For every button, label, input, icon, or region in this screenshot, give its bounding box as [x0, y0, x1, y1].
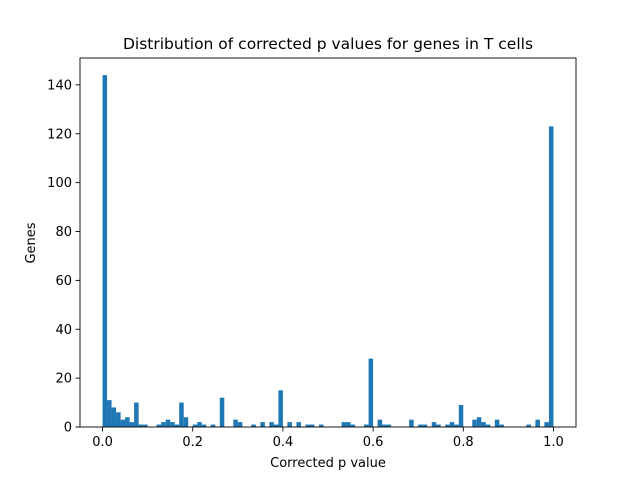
histogram-bar — [116, 412, 121, 427]
histogram-bar — [472, 419, 477, 427]
histogram-bar — [418, 424, 423, 427]
histogram-bar — [251, 424, 256, 427]
x-tick-label: 1.0 — [543, 435, 564, 450]
histogram-bar — [278, 390, 283, 427]
histogram-bar — [481, 422, 486, 427]
histogram-bar — [499, 424, 504, 427]
x-axis-title: Corrected p value — [270, 456, 386, 471]
histogram-bar — [548, 126, 554, 428]
histogram-bar — [134, 402, 139, 427]
histogram-bar — [422, 424, 428, 427]
histogram-bar — [269, 422, 274, 427]
histogram-bar — [476, 417, 482, 427]
x-tick-label: 0.4 — [273, 435, 294, 450]
histogram-bar — [458, 405, 464, 427]
histogram-bar — [386, 424, 392, 427]
histogram-bar — [210, 424, 216, 427]
histogram-bar — [197, 422, 202, 427]
x-axis-ticks: 0.0 0.2 0.4 0.6 0.8 1.0 — [92, 427, 564, 450]
y-axis-ticks: 0 20 40 60 80 100 120 140 — [47, 78, 80, 436]
histogram-bar — [287, 422, 292, 427]
histogram-bar — [368, 358, 374, 427]
histogram-bar — [120, 419, 126, 427]
chart-title: Distribution of corrected p values for g… — [123, 35, 533, 53]
histogram-bar — [341, 422, 347, 427]
histogram-bar — [201, 424, 207, 427]
histogram-bar — [165, 419, 171, 427]
histogram-bar — [382, 424, 387, 427]
histogram-bar — [111, 407, 117, 427]
histogram-bar — [454, 424, 459, 427]
histogram-bar — [305, 424, 310, 427]
x-tick-label: 0.6 — [363, 435, 384, 450]
y-tick-label: 20 — [55, 372, 72, 387]
histogram-bar — [494, 419, 500, 427]
histogram-bar — [526, 424, 531, 427]
y-axis-title: Genes — [24, 222, 39, 263]
histogram-bar — [364, 424, 369, 427]
y-tick-label: 120 — [47, 127, 72, 142]
histogram-bar — [485, 424, 491, 427]
histogram-bar — [129, 422, 135, 427]
histogram-bar — [183, 417, 189, 427]
histogram-bar — [161, 422, 166, 427]
histogram-bar — [377, 419, 383, 427]
histogram-bar — [237, 422, 243, 427]
histogram-bar — [138, 424, 144, 427]
histogram-bar — [436, 424, 441, 427]
histogram-bar — [273, 424, 279, 427]
histogram-bar — [179, 402, 184, 427]
plot-frame — [79, 57, 577, 428]
histogram-bar — [143, 424, 148, 427]
histogram-bar — [431, 422, 437, 427]
y-tick-label: 100 — [47, 176, 72, 191]
y-tick-label: 80 — [55, 225, 72, 240]
histogram-bar — [296, 422, 301, 427]
histogram-bar — [219, 397, 225, 427]
histogram-bar — [125, 417, 130, 427]
histogram-bar — [346, 422, 351, 427]
histogram-bar — [260, 422, 265, 427]
histogram-bar — [445, 424, 450, 427]
histogram-bar — [170, 422, 175, 427]
x-tick-label: 0.0 — [92, 435, 113, 450]
histogram-bar — [174, 424, 180, 427]
histogram-bar — [233, 419, 238, 427]
histogram-bar — [449, 422, 455, 427]
histogram-bar — [409, 419, 414, 427]
y-tick-label: 60 — [55, 274, 72, 289]
histogram-bar — [318, 424, 324, 427]
histogram-bar — [350, 424, 356, 427]
y-tick-label: 0 — [64, 421, 72, 436]
histogram-bar — [544, 422, 549, 427]
y-tick-label: 40 — [55, 323, 72, 338]
histogram-bar — [535, 419, 540, 427]
x-tick-label: 0.8 — [453, 435, 474, 450]
histogram-bar — [107, 400, 112, 427]
histogram-bars — [102, 75, 554, 428]
histogram-bar — [156, 424, 162, 427]
y-tick-label: 140 — [47, 78, 72, 93]
x-tick-label: 0.2 — [182, 435, 203, 450]
histogram-bar — [102, 75, 108, 428]
histogram-bar — [309, 424, 315, 427]
histogram-bar — [192, 424, 198, 427]
